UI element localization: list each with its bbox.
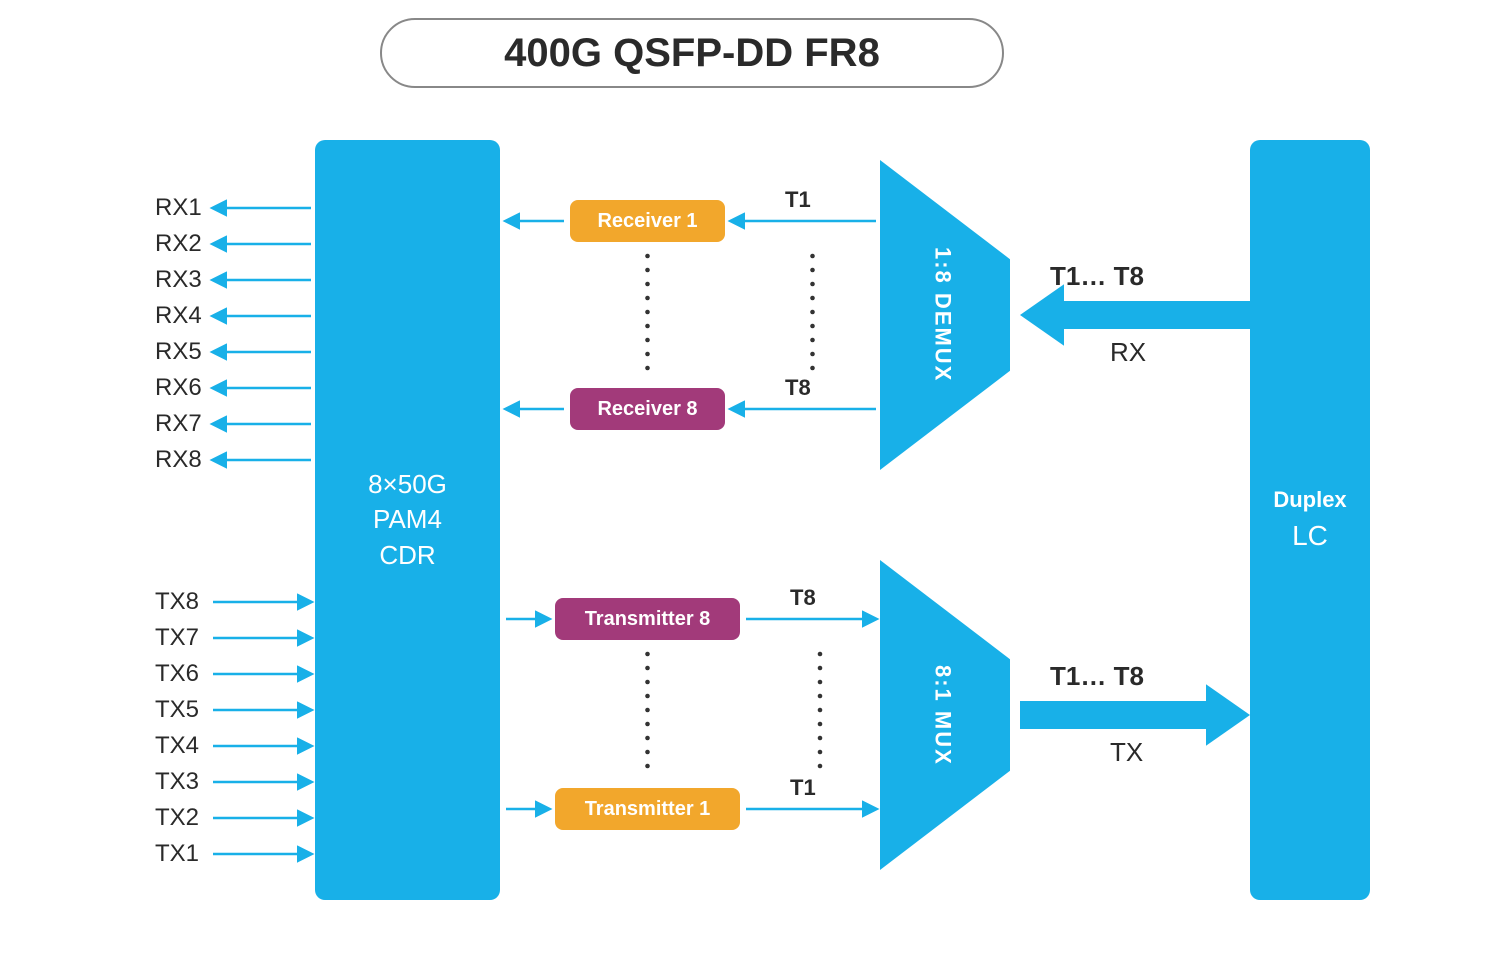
tx-io-label-1: TX7 bbox=[155, 624, 199, 652]
tx-big-label: TX bbox=[1110, 737, 1143, 768]
rx-io-label-5: RX6 bbox=[155, 374, 202, 402]
recv-dots-right bbox=[810, 254, 815, 259]
rx-io-label-0: RX1 bbox=[155, 194, 202, 222]
tx-io-label-4: TX4 bbox=[155, 732, 199, 760]
tx-io-label-0: TX8 bbox=[155, 588, 199, 616]
rx-big-arrow-head bbox=[1020, 284, 1064, 346]
recv-dots-right bbox=[810, 310, 815, 315]
rx-io-label-3: RX4 bbox=[155, 302, 202, 330]
recv-dots-center bbox=[645, 352, 650, 357]
recv-dots-right bbox=[810, 268, 815, 273]
rx-io-label-2: RX3 bbox=[155, 266, 202, 294]
tx-range-label: T1… T8 bbox=[1050, 661, 1144, 692]
trans-dots-right bbox=[818, 680, 823, 685]
recv-dots-right bbox=[810, 352, 815, 357]
trans-dots-center bbox=[645, 722, 650, 727]
recv-dots-center bbox=[645, 310, 650, 315]
rx-range-label: T1… T8 bbox=[1050, 261, 1144, 292]
trans-dots-right bbox=[818, 750, 823, 755]
trans-dots-center bbox=[645, 736, 650, 741]
trans-wave-0: T8 bbox=[790, 585, 816, 611]
rx-big-arrow-body bbox=[1064, 301, 1250, 329]
recv-dots-center bbox=[645, 254, 650, 259]
recv-dots-right bbox=[810, 296, 815, 301]
trans-dots-center bbox=[645, 750, 650, 755]
trans-dots-right bbox=[818, 722, 823, 727]
arrow-layer bbox=[0, 0, 1500, 960]
recv-dots-right bbox=[810, 366, 815, 371]
tx-io-label-7: TX1 bbox=[155, 840, 199, 868]
trans-dots-center bbox=[645, 666, 650, 671]
trans-dots-right bbox=[818, 764, 823, 769]
rx-io-label-1: RX2 bbox=[155, 230, 202, 258]
tx-io-label-2: TX6 bbox=[155, 660, 199, 688]
rx-io-label-6: RX7 bbox=[155, 410, 202, 438]
tx-big-arrow-body bbox=[1020, 701, 1206, 729]
trans-dots-center bbox=[645, 708, 650, 713]
recv-dots-center bbox=[645, 324, 650, 329]
recv-dots-right bbox=[810, 338, 815, 343]
tx-io-label-6: TX2 bbox=[155, 804, 199, 832]
trans-dots-right bbox=[818, 652, 823, 657]
trans-dots-center bbox=[645, 764, 650, 769]
recv-wave-1: T8 bbox=[785, 375, 811, 401]
trans-dots-center bbox=[645, 694, 650, 699]
rx-big-label: RX bbox=[1110, 337, 1146, 368]
recv-dots-center bbox=[645, 366, 650, 371]
trans-dots-center bbox=[645, 652, 650, 657]
trans-dots-right bbox=[818, 694, 823, 699]
rx-io-label-7: RX8 bbox=[155, 446, 202, 474]
trans-dots-right bbox=[818, 736, 823, 741]
tx-big-arrow-head bbox=[1206, 684, 1250, 746]
trans-dots-center bbox=[645, 680, 650, 685]
recv-dots-right bbox=[810, 324, 815, 329]
trans-wave-1: T1 bbox=[790, 775, 816, 801]
trans-dots-right bbox=[818, 666, 823, 671]
recv-dots-center bbox=[645, 338, 650, 343]
trans-dots-right bbox=[818, 708, 823, 713]
tx-io-label-3: TX5 bbox=[155, 696, 199, 724]
tx-io-label-5: TX3 bbox=[155, 768, 199, 796]
rx-io-label-4: RX5 bbox=[155, 338, 202, 366]
recv-dots-center bbox=[645, 296, 650, 301]
recv-dots-right bbox=[810, 282, 815, 287]
recv-dots-center bbox=[645, 268, 650, 273]
recv-dots-center bbox=[645, 282, 650, 287]
recv-wave-0: T1 bbox=[785, 187, 811, 213]
